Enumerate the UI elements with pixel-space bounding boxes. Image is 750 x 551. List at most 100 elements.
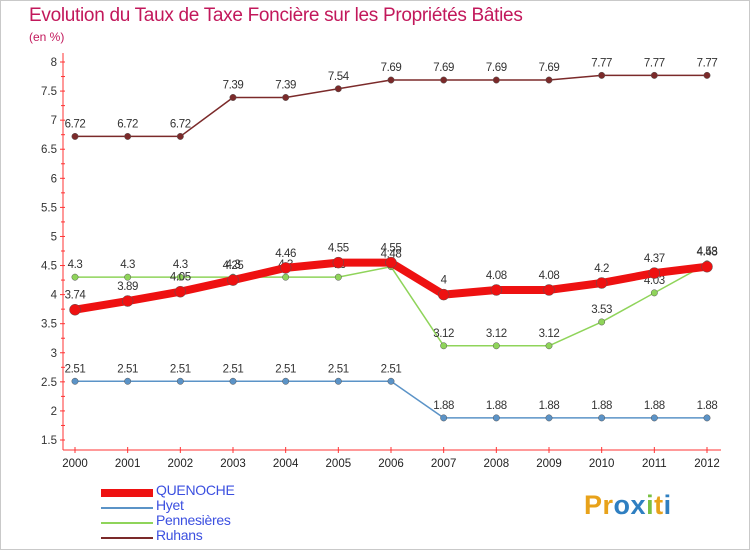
data-label-quenoche: 4.08 [486, 270, 507, 282]
data-label-pennesieres: 4.3 [68, 259, 83, 271]
series-line-hyet [74, 380, 708, 419]
data-label-hyet: 2.51 [223, 363, 244, 375]
x-tick-label: 2001 [115, 458, 141, 470]
logo-letter: o [613, 490, 631, 520]
data-point-pennesieres [440, 342, 448, 350]
y-tick-label: 4 [51, 290, 58, 302]
x-tick-label: 2006 [378, 458, 404, 470]
data-label-hyet: 1.88 [433, 400, 454, 412]
data-label-ruhans: 6.72 [170, 118, 191, 130]
data-point-hyet [440, 414, 448, 422]
data-point-quenoche [227, 274, 239, 286]
data-label-quenoche: 3.89 [117, 281, 138, 293]
x-tick-label: 2009 [536, 458, 562, 470]
data-point-quenoche [332, 256, 345, 269]
data-label-quenoche: 4.46 [275, 248, 296, 260]
data-point-pennesieres [71, 273, 79, 281]
data-point-hyet [124, 377, 132, 385]
x-tick-label: 2007 [431, 458, 457, 470]
x-tick-label: 2000 [62, 458, 88, 470]
data-point-ruhans [650, 71, 658, 79]
data-point-ruhans [440, 76, 448, 84]
data-point-ruhans [71, 132, 79, 140]
legend-label-hyet: Hyet [156, 497, 184, 513]
logo-letter: i [663, 490, 672, 520]
y-tick-label: 3 [51, 348, 57, 360]
legend-swatch-quenoche [101, 489, 153, 497]
data-label-quenoche: 4.08 [539, 270, 560, 282]
data-label-quenoche: 4.2 [594, 263, 609, 275]
data-point-quenoche [279, 262, 292, 274]
data-point-hyet [650, 414, 658, 422]
legend-label-ruhans: Ruhans [156, 527, 203, 543]
logo-letter: x [630, 490, 647, 520]
data-label-hyet: 1.88 [697, 400, 718, 412]
x-tick-label: 2003 [220, 458, 246, 470]
y-tick-label: 3.5 [41, 319, 57, 331]
y-tick-label: 7.5 [41, 86, 57, 98]
data-label-ruhans: 7.69 [381, 62, 402, 74]
data-point-ruhans [282, 94, 290, 101]
x-tick-label: 2004 [273, 458, 299, 470]
y-tick-label: 5 [51, 231, 57, 243]
legend-swatch-pennesieres [101, 522, 153, 524]
x-tick-label: 2005 [326, 458, 352, 470]
data-label-ruhans: 7.54 [328, 71, 350, 83]
data-label-hyet: 1.88 [486, 400, 507, 412]
data-label-pennesieres: 4.3 [226, 259, 241, 271]
data-label-ruhans: 7.39 [223, 79, 244, 91]
data-label-hyet: 2.51 [170, 363, 191, 375]
data-point-pennesieres [650, 289, 658, 297]
data-point-ruhans [334, 85, 342, 93]
data-point-quenoche [648, 267, 661, 279]
data-point-ruhans [598, 71, 606, 79]
data-label-ruhans: 7.77 [644, 57, 665, 69]
data-point-ruhans [545, 76, 553, 84]
x-tick-label: 2012 [694, 458, 720, 470]
data-label-hyet: 1.88 [591, 400, 612, 412]
data-label-pennesieres: 4.3 [120, 259, 135, 271]
data-point-hyet [703, 414, 711, 422]
data-label-quenoche: 4.25 [223, 260, 244, 272]
chart-title: Evolution du Taux de Taxe Foncière sur l… [29, 5, 523, 26]
data-point-ruhans [492, 76, 500, 84]
data-point-quenoche [701, 260, 713, 273]
y-tick-label: 4.5 [41, 261, 57, 273]
legend-swatch-hyet [101, 507, 153, 509]
logo-letter: i [646, 490, 655, 520]
data-label-quenoche: 3.74 [65, 290, 87, 302]
data-label-ruhans: 7.77 [697, 57, 718, 69]
data-point-hyet [229, 377, 237, 385]
data-point-ruhans [124, 132, 132, 140]
data-label-ruhans: 7.69 [433, 62, 454, 74]
y-tick-label: 7 [51, 115, 57, 127]
data-point-hyet [492, 414, 500, 422]
data-point-hyet [545, 414, 553, 422]
data-point-hyet [282, 377, 290, 385]
legend-swatch-ruhans [101, 537, 153, 539]
data-point-ruhans [703, 71, 711, 79]
y-tick-label: 2.5 [41, 377, 57, 389]
data-label-quenoche: 4 [441, 275, 448, 287]
logo-letter: P [584, 490, 603, 520]
proxiti-logo: Proxiti [584, 490, 672, 521]
data-label-hyet: 1.88 [539, 400, 560, 412]
x-tick-label: 2002 [168, 458, 194, 470]
data-label-hyet: 2.51 [117, 363, 138, 375]
data-point-pennesieres [282, 273, 290, 281]
data-label-pennesieres: 3.12 [539, 328, 560, 340]
chart-unit-label: (en %) [29, 30, 65, 44]
data-point-quenoche [69, 303, 81, 316]
data-point-hyet [598, 414, 606, 422]
data-label-pennesieres: 3.12 [486, 328, 507, 340]
data-label-quenoche: 4.37 [644, 253, 665, 265]
data-point-hyet [387, 377, 395, 385]
data-label-quenoche: 4.55 [328, 243, 349, 255]
y-tick-label: 5.5 [41, 202, 57, 214]
data-point-quenoche [385, 256, 397, 269]
data-point-pennesieres [598, 318, 606, 326]
x-tick-label: 2010 [589, 458, 615, 470]
data-label-hyet: 2.51 [328, 363, 349, 375]
x-tick-label: 2008 [484, 458, 510, 470]
